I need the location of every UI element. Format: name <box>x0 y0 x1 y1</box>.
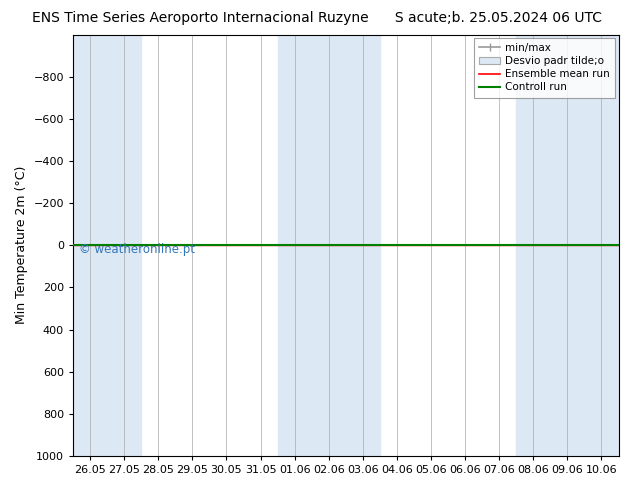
Legend: min/max, Desvio padr tilde;o, Ensemble mean run, Controll run: min/max, Desvio padr tilde;o, Ensemble m… <box>474 38 616 98</box>
Bar <box>585 35 619 456</box>
Text: © weatheronline.pt: © weatheronline.pt <box>79 243 195 256</box>
Y-axis label: Min Temperature 2m (°C): Min Temperature 2m (°C) <box>15 166 28 324</box>
Bar <box>278 35 312 456</box>
Bar <box>312 35 346 456</box>
Bar <box>73 35 107 456</box>
Bar <box>107 35 141 456</box>
Bar <box>516 35 550 456</box>
Bar <box>346 35 380 456</box>
Bar <box>550 35 585 456</box>
Text: ENS Time Series Aeroporto Internacional Ruzyne      S acute;b. 25.05.2024 06 UTC: ENS Time Series Aeroporto Internacional … <box>32 11 602 25</box>
